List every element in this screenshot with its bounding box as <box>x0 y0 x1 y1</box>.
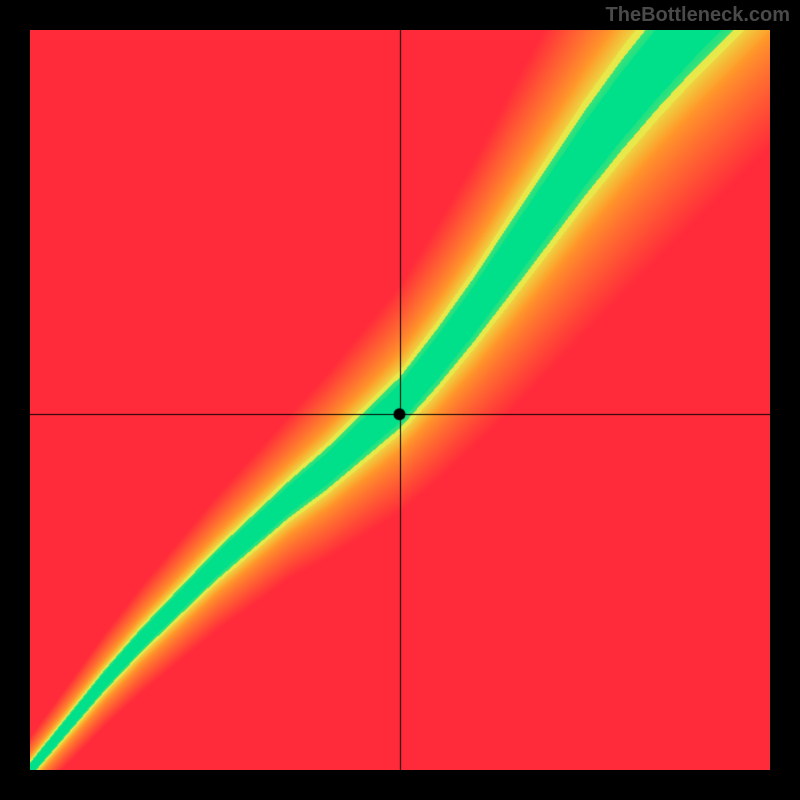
chart-container: TheBottleneck.com <box>0 0 800 800</box>
heatmap-canvas <box>30 30 770 770</box>
watermark-text: TheBottleneck.com <box>606 4 790 27</box>
plot-area <box>30 30 770 770</box>
